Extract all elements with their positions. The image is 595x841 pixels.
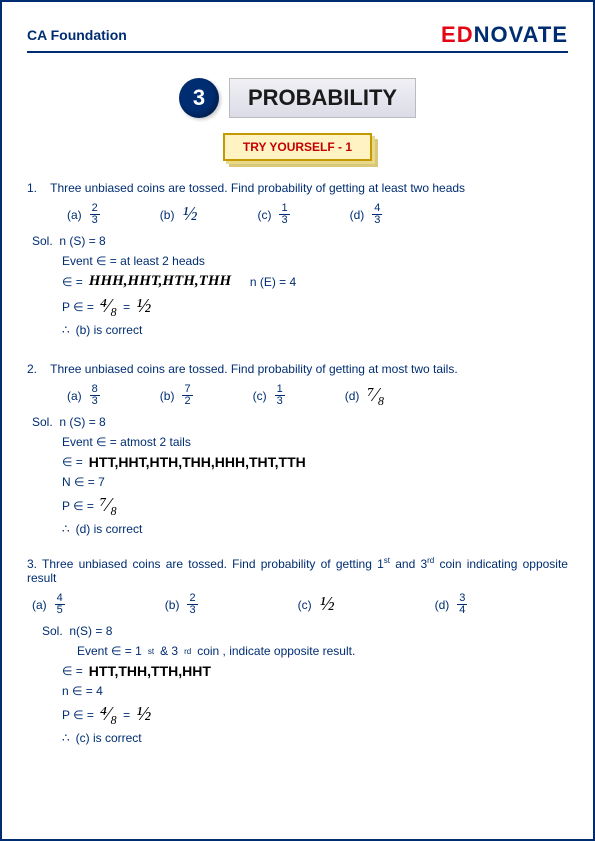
q1-sol: Sol. n (S) = 8 xyxy=(32,234,568,248)
try-yourself-wrap: TRY YOURSELF - 1 xyxy=(27,133,568,161)
chapter-heading: 3 PROBABILITY xyxy=(27,78,568,118)
logo-part-2: NOVATE xyxy=(474,22,568,48)
brand-logo: EDNOVATE xyxy=(441,22,568,48)
q1-opt-a: (a)23 xyxy=(67,203,100,226)
header-subject: CA Foundation xyxy=(27,27,127,43)
try-yourself-box: TRY YOURSELF - 1 xyxy=(223,133,372,161)
q2-set: ∈ = HTT,HHT,HTH,THH,HHH,THT,TTH xyxy=(62,454,568,470)
q3-answer: (c) is correct xyxy=(62,731,568,745)
q2-opt-b: (b)72 xyxy=(160,384,193,407)
q1-opt-c: (c)13 xyxy=(257,203,289,226)
q3-opt-c: (c)½ xyxy=(298,593,335,616)
q2-n: N ∈ = 7 xyxy=(62,475,568,489)
q1-text: 1. Three unbiased coins are tossed. Find… xyxy=(27,181,568,195)
question-3: 3. Three unbiased coins are tossed. Find… xyxy=(27,556,568,745)
q1-num: 1. xyxy=(27,181,47,195)
q1-set: ∈ = HHH,HHT,HTH,THH n (E) = 4 xyxy=(62,273,568,290)
question-1: 1. Three unbiased coins are tossed. Find… xyxy=(27,181,568,337)
q1-opt-d: (d)43 xyxy=(350,203,383,226)
q2-options: (a)83 (b)72 (c)13 (d)⁷⁄₈ xyxy=(67,384,568,407)
chapter-title: PROBABILITY xyxy=(229,78,416,118)
q1-opt-b: (b)½ xyxy=(160,203,198,226)
q1-body: Three unbiased coins are tossed. Find pr… xyxy=(50,181,465,195)
q3-set: ∈ = HTT,THH,TTH,HHT xyxy=(62,663,568,679)
q3-opt-b: (b)23 xyxy=(165,593,198,616)
q1-event: Event ∈ = at least 2 heads xyxy=(62,254,568,268)
page-header: CA Foundation EDNOVATE xyxy=(27,22,568,53)
q1-options: (a)23 (b)½ (c)13 (d)43 xyxy=(67,203,568,226)
q2-opt-d: (d)⁷⁄₈ xyxy=(345,384,385,407)
q2-text: 2. Three unbiased coins are tossed. Find… xyxy=(27,362,568,376)
q3-n: n ∈ = 4 xyxy=(62,684,568,698)
q2-answer: (d) is correct xyxy=(62,522,568,536)
q3-opt-d: (d)34 xyxy=(435,593,468,616)
q1-prob: P ∈ = ⁴⁄₈ = ½ xyxy=(62,295,568,318)
q2-body: Three unbiased coins are tossed. Find pr… xyxy=(50,362,458,376)
logo-part-1: ED xyxy=(441,22,474,48)
q2-sol: Sol. n (S) = 8 xyxy=(32,415,568,429)
q2-opt-a: (a)83 xyxy=(67,384,100,407)
q2-prob: P ∈ = ⁷⁄₈ xyxy=(62,494,568,517)
q3-text: 3. Three unbiased coins are tossed. Find… xyxy=(27,556,568,585)
q2-opt-c: (c)13 xyxy=(253,384,285,407)
chapter-number-badge: 3 xyxy=(179,78,219,118)
q2-event: Event ∈ = atmost 2 tails xyxy=(62,435,568,449)
q3-prob: P ∈ = ⁴⁄₈ = ½ xyxy=(62,703,568,726)
q3-sol: Sol. n(S) = 8 xyxy=(42,624,568,638)
question-2: 2. Three unbiased coins are tossed. Find… xyxy=(27,362,568,536)
q3-options: (a)45 (b)23 (c)½ (d)34 xyxy=(32,593,568,616)
q2-num: 2. xyxy=(27,362,47,376)
q3-event: Event ∈ = 1st & 3rd coin , indicate oppo… xyxy=(77,644,568,658)
q3-opt-a: (a)45 xyxy=(32,593,65,616)
q1-answer: (b) is correct xyxy=(62,323,568,337)
